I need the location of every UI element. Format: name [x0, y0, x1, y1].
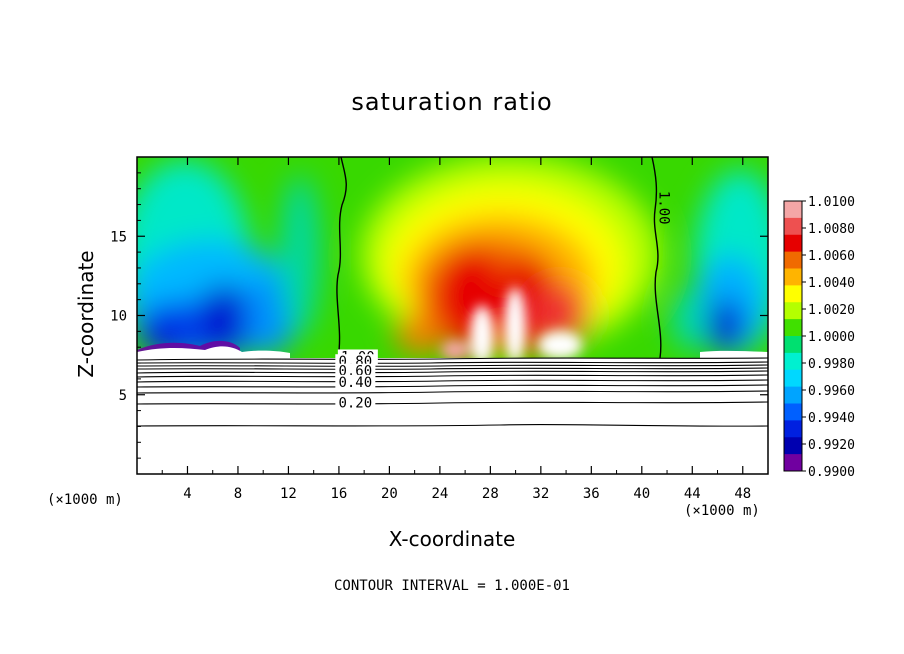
- x-unit-label-left: (×1000 m): [47, 492, 123, 508]
- colorbar-swatch: [784, 251, 802, 269]
- colorbar-label: 0.9980: [808, 357, 855, 372]
- colorbar-swatch: [784, 336, 802, 354]
- colorbar: 1.0100 1.0080 1.0060 1.0040 1.0020 1.0000 0.99…: [783, 195, 855, 480]
- colorbar-swatch: [784, 369, 802, 388]
- colorbar-swatch: [784, 437, 802, 455]
- colorbar-swatch: [784, 420, 802, 438]
- x-tick-label: 20: [381, 486, 398, 502]
- contour-label: 1.00: [655, 191, 671, 225]
- x-tick-label: 16: [330, 486, 347, 502]
- x-tick-label: 24: [431, 486, 448, 502]
- contour-label: 0.40: [338, 375, 372, 391]
- colorbar-label: 1.0080: [808, 222, 855, 237]
- colorbar-label: 1.0100: [808, 195, 855, 210]
- colorbar-swatch: [784, 352, 802, 371]
- y-tick-label: 15: [110, 229, 127, 245]
- x-tick-label: 12: [280, 486, 297, 502]
- x-tick-label: 36: [583, 486, 600, 502]
- colorbar-swatch: [784, 234, 802, 253]
- contour-label: 0.20: [338, 395, 372, 411]
- colorbar-swatch: [784, 403, 802, 421]
- contour-label-bg: [335, 395, 376, 411]
- colorbar-label: 1.0060: [808, 249, 855, 264]
- x-tick-label: 40: [633, 486, 650, 502]
- saturation-field: [137, 157, 768, 358]
- x-unit-label-right: (×1000 m): [684, 503, 760, 519]
- x-tick-label: 48: [734, 486, 751, 502]
- colorbar-swatch: [784, 268, 802, 286]
- x-tick-label: 32: [532, 486, 549, 502]
- colorbar-label: 1.0040: [808, 276, 855, 291]
- y-axis-ticks: 5 10 15: [110, 172, 768, 459]
- colorbar-label: 0.9900: [808, 465, 855, 480]
- lower-contours: [136, 357, 769, 427]
- contour-interval-note: CONTOUR INTERVAL = 1.000E-01: [333, 578, 570, 594]
- colorbar-swatch: [784, 454, 802, 472]
- x-tick-label: 44: [684, 486, 701, 502]
- colorbar-swatch: [784, 386, 802, 404]
- colorbar-label: 0.9940: [808, 411, 855, 426]
- colorbar-label: 0.9960: [808, 384, 855, 399]
- colorbar-swatch: [784, 319, 802, 337]
- x-tick-label: 8: [234, 486, 242, 502]
- colorbar-swatch: [784, 302, 802, 320]
- x-tick-label: 28: [482, 486, 499, 502]
- colorbar-label: 1.0000: [808, 330, 855, 345]
- x-tick-label: 4: [183, 486, 191, 502]
- colorbar-swatch: [784, 201, 802, 219]
- y-tick-label: 10: [110, 309, 127, 325]
- x-axis-label: X-coordinate: [388, 527, 516, 551]
- colorbar-swatch: [784, 217, 802, 236]
- colorbar-label: 1.0020: [808, 303, 855, 318]
- colorbar-swatch: [784, 285, 802, 303]
- contour-label-bg: [335, 374, 376, 390]
- contour-labels: 1.000.800.600.400.201.00: [335, 191, 671, 411]
- colorbar-label: 0.9920: [808, 438, 855, 453]
- x-axis-ticks: 4 8 12 16 20 24 28 32 36 40 44 48: [161, 157, 751, 502]
- y-tick-label: 5: [119, 388, 127, 404]
- chart-title: saturation ratio: [351, 88, 553, 116]
